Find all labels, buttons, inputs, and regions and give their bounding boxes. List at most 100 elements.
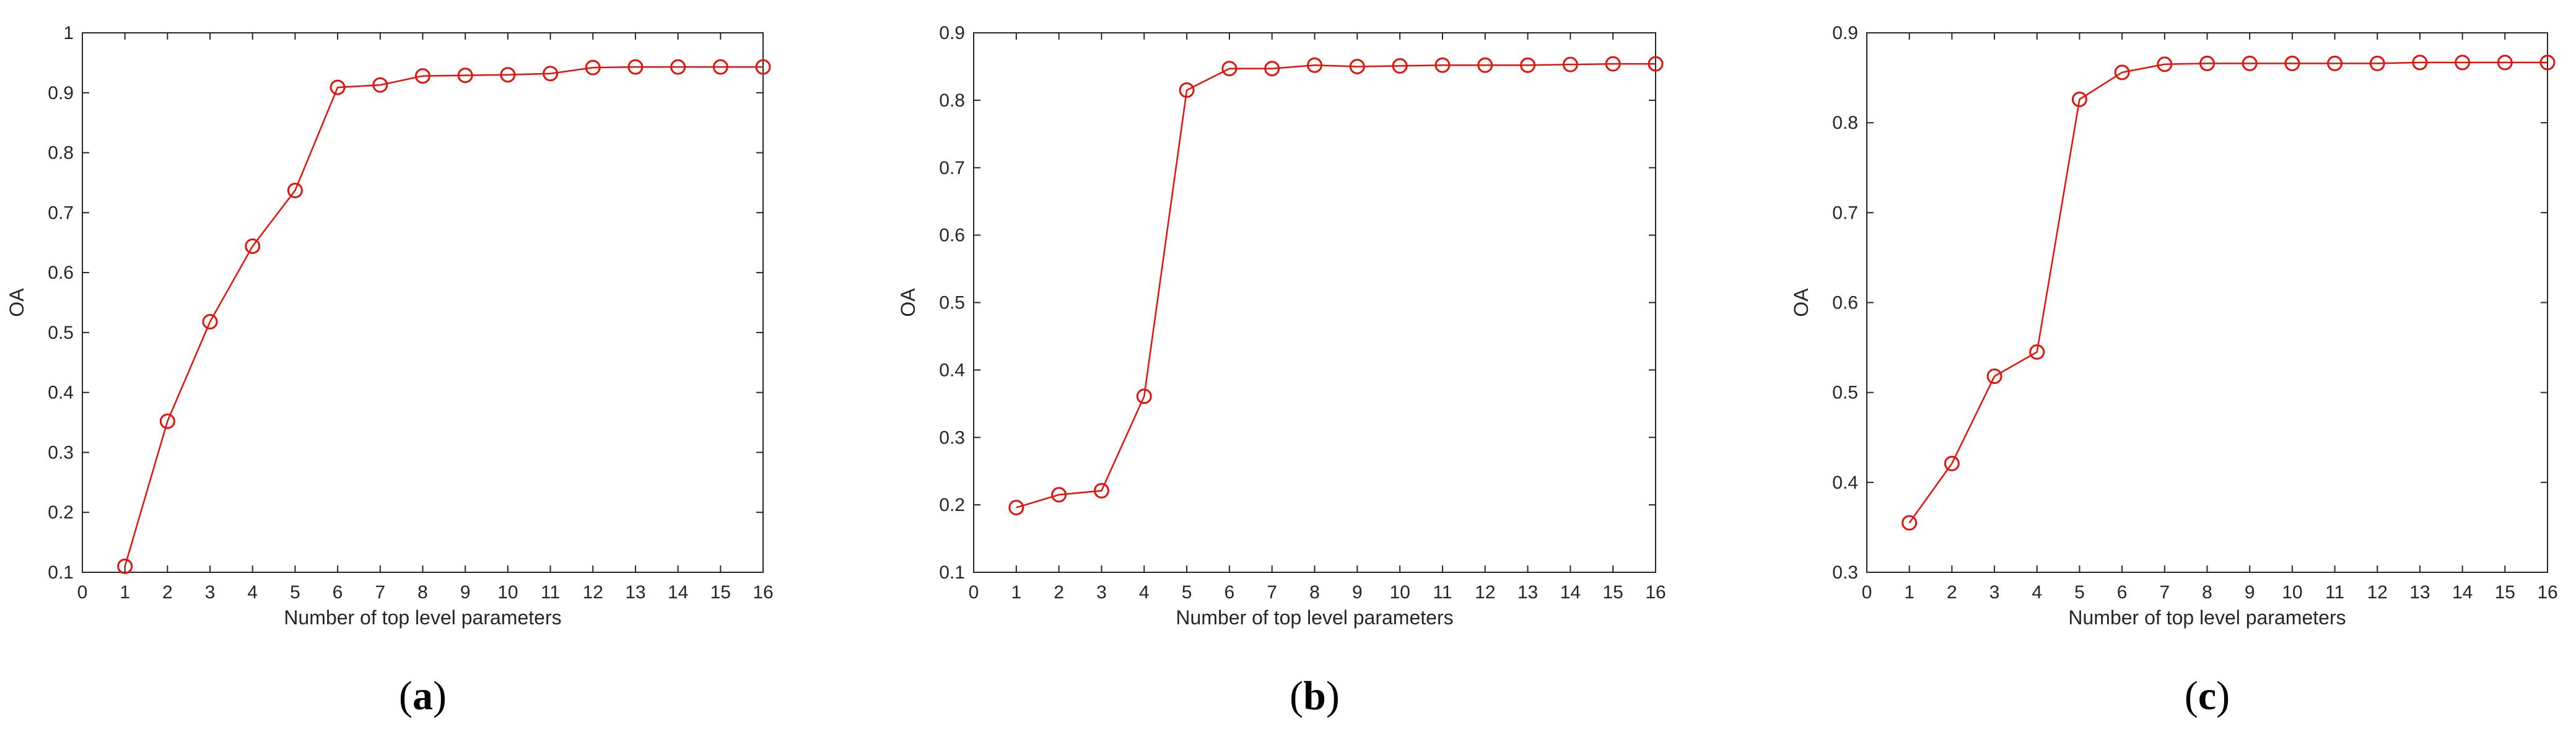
y-tick-label: 0.3 [939,427,965,448]
x-tick-label: 5 [1182,582,1192,603]
data-point-9 [457,68,473,84]
panel-label: (c) [2185,673,2230,718]
y-tick-label: 0.7 [939,158,965,178]
panel-letter: b [1303,673,1326,718]
data-point-14 [670,59,686,75]
data-point-3 [202,313,218,330]
x-axis-label: Number of top level parameters [2068,606,2346,629]
data-point-10 [1392,58,1408,74]
series-line [1016,63,1656,509]
x-tick-label: 2 [1947,582,1957,603]
x-tick-label: 6 [1225,582,1235,603]
y-axis-label: OA [6,288,28,317]
data-point-12 [585,59,601,76]
data-point-15 [712,59,728,75]
x-tick-label: 3 [205,582,216,603]
data-point-4 [1136,388,1152,404]
x-tick-label: 0 [1862,582,1872,603]
chart-panel-c: 0 1 2 3 4 5 6 7 8 9 10 11 12 13 14 15 160.30.40.50.60.70… [1790,23,2558,718]
x-tick-label: 9 [2245,582,2255,603]
y-axis-label: OA [897,288,919,317]
y-tick-label: 0.9 [1832,23,1858,43]
panel-label: (a) [399,673,447,718]
x-tick-label: 14 [1560,582,1581,603]
data-point-7 [372,77,388,93]
y-tick-label: 0.8 [1832,113,1858,133]
x-tick-label: 0 [77,582,88,603]
data-point-11 [543,66,559,82]
data-point-16 [755,59,771,75]
x-tick-label: 16 [2537,582,2557,603]
data-point-15 [2497,55,2513,71]
data-point-7 [2157,56,2173,72]
data-point-10 [500,67,516,83]
x-tick-label: 7 [375,582,385,603]
x-tick-label: 5 [2074,582,2085,603]
data-point-1 [117,558,133,574]
y-tick-label: 0.5 [939,293,965,313]
data-point-15 [1605,56,1621,72]
data-point-5 [2071,91,2087,107]
data-point-6 [1221,61,1238,77]
data-point-11 [1434,57,1451,73]
x-tick-label: 3 [1989,582,2000,603]
y-tick-label: 0.2 [48,502,74,523]
x-tick-label: 12 [1475,582,1495,603]
x-tick-label: 13 [625,582,645,603]
x-tick-label: 1 [120,582,130,603]
y-tick-label: 0.6 [48,263,74,283]
data-point-7 [1264,61,1280,77]
data-point-13 [1520,57,1536,73]
plot-frame [973,32,1656,573]
y-tick-label: 0.2 [939,495,965,515]
data-point-12 [2369,55,2385,71]
data-point-9 [1349,58,1365,74]
x-tick-label: 15 [710,582,731,603]
x-tick-label: 15 [2495,582,2515,603]
data-point-4 [245,238,261,255]
y-tick-label: 0.5 [1832,383,1858,403]
x-tick-label: 8 [2202,582,2212,603]
x-tick-label: 12 [583,582,603,603]
x-tick-label: 1 [1904,582,1915,603]
x-tick-label: 8 [417,582,428,603]
x-tick-label: 16 [1645,582,1666,603]
y-tick-label: 0.4 [48,383,74,403]
data-point-6 [330,79,346,95]
x-tick-label: 10 [497,582,518,603]
x-tick-label: 9 [1352,582,1363,603]
series-line [1908,61,2548,523]
y-axis-label: OA [1790,288,1812,317]
x-tick-label: 11 [2325,582,2344,603]
y-tick-label: 0.9 [48,83,74,103]
x-tick-label: 2 [162,582,173,603]
data-point-14 [1562,56,1578,72]
data-point-16 [2539,55,2556,71]
x-axis-label: Number of top level parameters [284,606,561,629]
plot-frame [1866,32,2548,573]
y-tick-label: 1 [63,23,74,43]
y-tick-label: 0.8 [939,90,965,111]
x-tick-label: 13 [1517,582,1538,603]
x-tick-label: 11 [541,582,560,603]
data-point-14 [2455,55,2471,71]
panel-label: (b) [1290,673,1340,718]
data-point-4 [2029,344,2045,360]
x-tick-label: 6 [333,582,343,603]
data-point-16 [1648,56,1664,72]
data-point-2 [159,413,175,429]
x-tick-label: 7 [2159,582,2170,603]
y-tick-label: 0.7 [1832,203,1858,223]
x-tick-label: 16 [753,582,773,603]
y-tick-label: 0.6 [939,225,965,246]
data-point-2 [1944,455,1960,471]
series-line [124,66,763,567]
x-tick-label: 9 [460,582,471,603]
x-tick-label: 8 [1309,582,1320,603]
data-point-11 [2327,55,2343,71]
x-tick-label: 2 [1054,582,1064,603]
data-point-8 [415,68,430,84]
data-point-8 [2199,55,2215,71]
y-tick-label: 0.9 [939,23,965,43]
